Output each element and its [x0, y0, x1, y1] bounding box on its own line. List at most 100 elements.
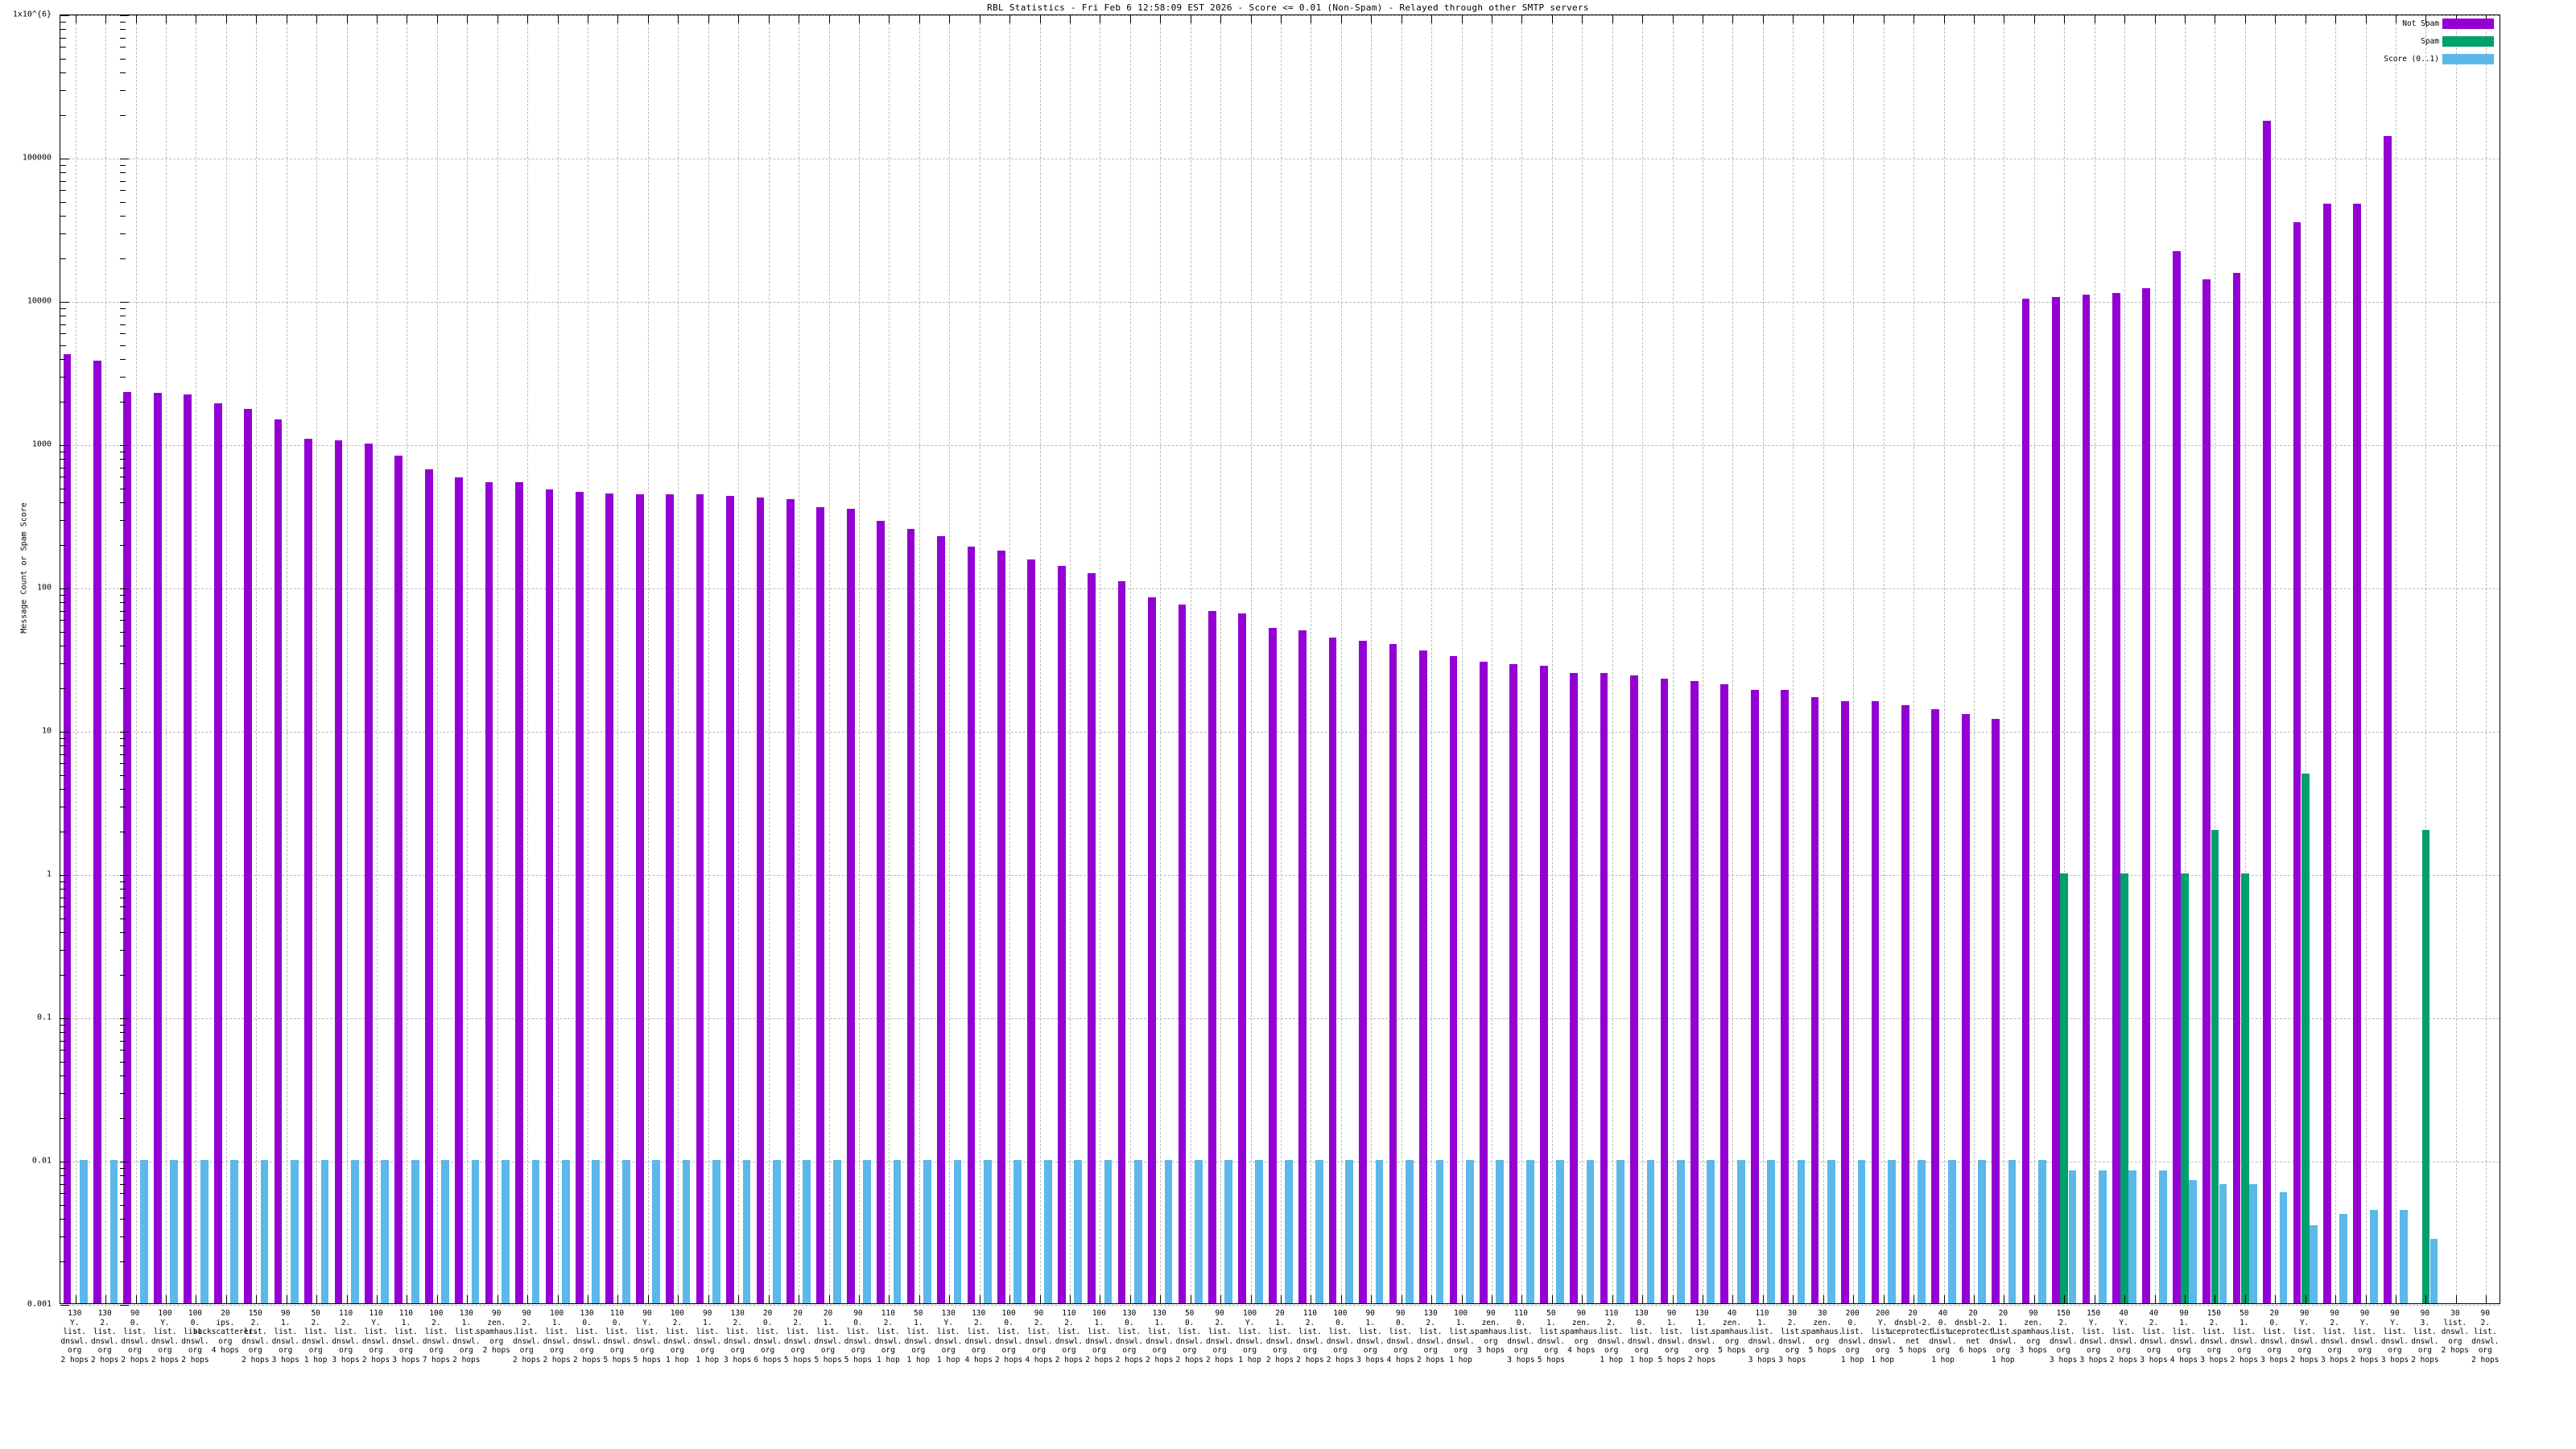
vertical-grid-line — [1341, 15, 1342, 1303]
y-axis-minor-tick — [120, 180, 126, 182]
bar-not-spam — [786, 498, 795, 1303]
y-axis-minor-tick — [120, 663, 126, 665]
x-axis-label: 150 2. list. dnswl. org 3 hops — [2200, 1309, 2228, 1364]
x-axis-label: 90 zen. spamhaus. org 2 hops — [476, 1309, 518, 1355]
y-axis-minor-tick — [60, 115, 66, 117]
x-axis-tick — [1251, 1295, 1252, 1303]
bar-score — [139, 1160, 148, 1303]
y-axis-minor-tick — [60, 663, 66, 665]
vertical-grid-line — [105, 15, 106, 1303]
x-axis-label: 90 1. list. dnswl. org 1 hop — [693, 1309, 721, 1364]
x-axis-tick — [136, 1295, 137, 1303]
x-axis-tick — [648, 1295, 649, 1303]
bar-not-spam — [1389, 643, 1397, 1303]
x-axis-tick-top — [1673, 15, 1674, 23]
bar-not-spam — [244, 408, 252, 1303]
bar-score — [1556, 1160, 1564, 1303]
bar-score — [832, 1160, 841, 1303]
bar-score — [1043, 1160, 1052, 1303]
bar-not-spam — [1660, 678, 1669, 1303]
bar-score — [1224, 1160, 1233, 1303]
y-axis-tick-label: 100000 — [22, 153, 52, 163]
x-axis-tick-top — [166, 15, 167, 23]
y-axis-minor-tick — [120, 345, 126, 346]
x-axis-label: 130 2. list. dnswl. org 3 hops — [724, 1309, 752, 1364]
x-axis-label: 110 0. list. dnswl. org 5 hops — [603, 1309, 631, 1364]
bar-not-spam — [1117, 580, 1126, 1303]
bar-score — [1827, 1160, 1835, 1303]
x-axis-tick-top — [2064, 15, 2065, 23]
bar-score — [1285, 1160, 1294, 1303]
bar-not-spam — [997, 550, 1005, 1303]
legend-swatch — [2442, 54, 2494, 64]
x-axis-tick — [829, 1295, 830, 1303]
x-axis-label: 20 dnsbl-2. uceprotect. net 6 hops — [1947, 1309, 1999, 1355]
x-axis-tick-top — [2425, 15, 2426, 23]
y-axis-minor-tick — [60, 358, 66, 360]
legend-item[interactable]: Not Spam — [2289, 16, 2499, 34]
x-axis-tick-top — [2335, 15, 2336, 23]
y-axis-tick-label: 1x10^{6} — [12, 10, 52, 19]
grid-line — [60, 732, 2500, 733]
bar-not-spam — [1720, 683, 1729, 1303]
bar-score — [1254, 1160, 1263, 1303]
y-axis-minor-tick — [60, 1061, 66, 1063]
y-axis-minor-tick — [60, 502, 66, 503]
y-axis-tick — [60, 15, 69, 16]
y-axis-minor-tick — [120, 467, 126, 469]
x-axis-label: 20 1. list. dnswl. org 5 hops — [814, 1309, 842, 1364]
y-axis-tick — [120, 302, 129, 303]
bar-not-spam — [394, 456, 403, 1303]
bar-not-spam — [334, 440, 343, 1303]
x-axis-tick-top — [2034, 15, 2035, 23]
y-axis-minor-tick — [120, 620, 126, 621]
y-axis-minor-tick — [120, 1218, 126, 1220]
x-axis-label: 90 2. list. dnswl. org 2 hops — [1205, 1309, 1234, 1364]
y-axis-tick-label: 0.001 — [27, 1299, 52, 1309]
bar-score — [2339, 1214, 2348, 1303]
y-axis-minor-tick — [60, 906, 66, 908]
vertical-grid-line — [1944, 15, 1945, 1303]
x-axis-tick-top — [2155, 15, 2156, 23]
y-axis-minor-tick — [60, 1168, 66, 1170]
y-axis-minor-tick — [60, 1261, 66, 1263]
vertical-grid-line — [2456, 15, 2457, 1303]
x-axis-tick-top — [347, 15, 348, 23]
y-axis-minor-tick — [120, 688, 126, 690]
x-axis-label: 90 0. list. dnswl. org 2 hops — [121, 1309, 149, 1364]
bar-not-spam — [455, 477, 463, 1303]
y-axis-minor-tick — [120, 763, 126, 765]
x-axis-label: 100 Y. list. dnswl. org 2 hops — [151, 1309, 180, 1364]
x-axis-label: 100 2. list. dnswl. org 1 hop — [663, 1309, 691, 1364]
vertical-grid-line — [949, 15, 950, 1303]
legend-item[interactable]: Spam — [2289, 34, 2499, 52]
bar-not-spam — [1630, 675, 1638, 1303]
bar-not-spam — [1841, 700, 1849, 1303]
vertical-grid-line — [226, 15, 227, 1303]
grid-line — [60, 445, 2500, 446]
y-axis-minor-tick — [120, 545, 126, 547]
x-axis-label: 110 Y. list. dnswl. org 2 hops — [361, 1309, 390, 1364]
x-axis-tick — [919, 1295, 920, 1303]
grid-line — [60, 875, 2500, 876]
x-axis-label: 100 0. list. dnswl. org 2 hops — [181, 1309, 209, 1364]
vertical-grid-line — [1009, 15, 1010, 1303]
x-axis-label: 100 2. list. dnswl. org 7 hops — [422, 1309, 451, 1364]
vertical-grid-line — [256, 15, 257, 1303]
x-axis-tick-top — [1642, 15, 1643, 23]
x-axis-tick — [377, 1295, 378, 1303]
y-axis-minor-tick — [60, 620, 66, 621]
x-axis-tick-top — [738, 15, 739, 23]
vertical-grid-line — [316, 15, 317, 1303]
x-axis-label: 130 1. list. dnswl. org 2 hops — [1146, 1309, 1174, 1364]
x-axis-tick — [1040, 1295, 1041, 1303]
bar-score — [803, 1160, 811, 1303]
y-axis-minor-tick — [120, 906, 126, 908]
x-axis-label: 90 zen. spamhaus. org 3 hops — [1470, 1309, 1512, 1355]
bar-not-spam — [515, 481, 523, 1303]
x-axis-label: 110 2. list. dnswl. org 2 hops — [1296, 1309, 1324, 1364]
vertical-grid-line — [166, 15, 167, 1303]
y-axis-minor-tick — [60, 37, 66, 39]
legend-item[interactable]: Score (0..1) — [2289, 52, 2499, 69]
y-axis-minor-tick — [60, 774, 66, 776]
